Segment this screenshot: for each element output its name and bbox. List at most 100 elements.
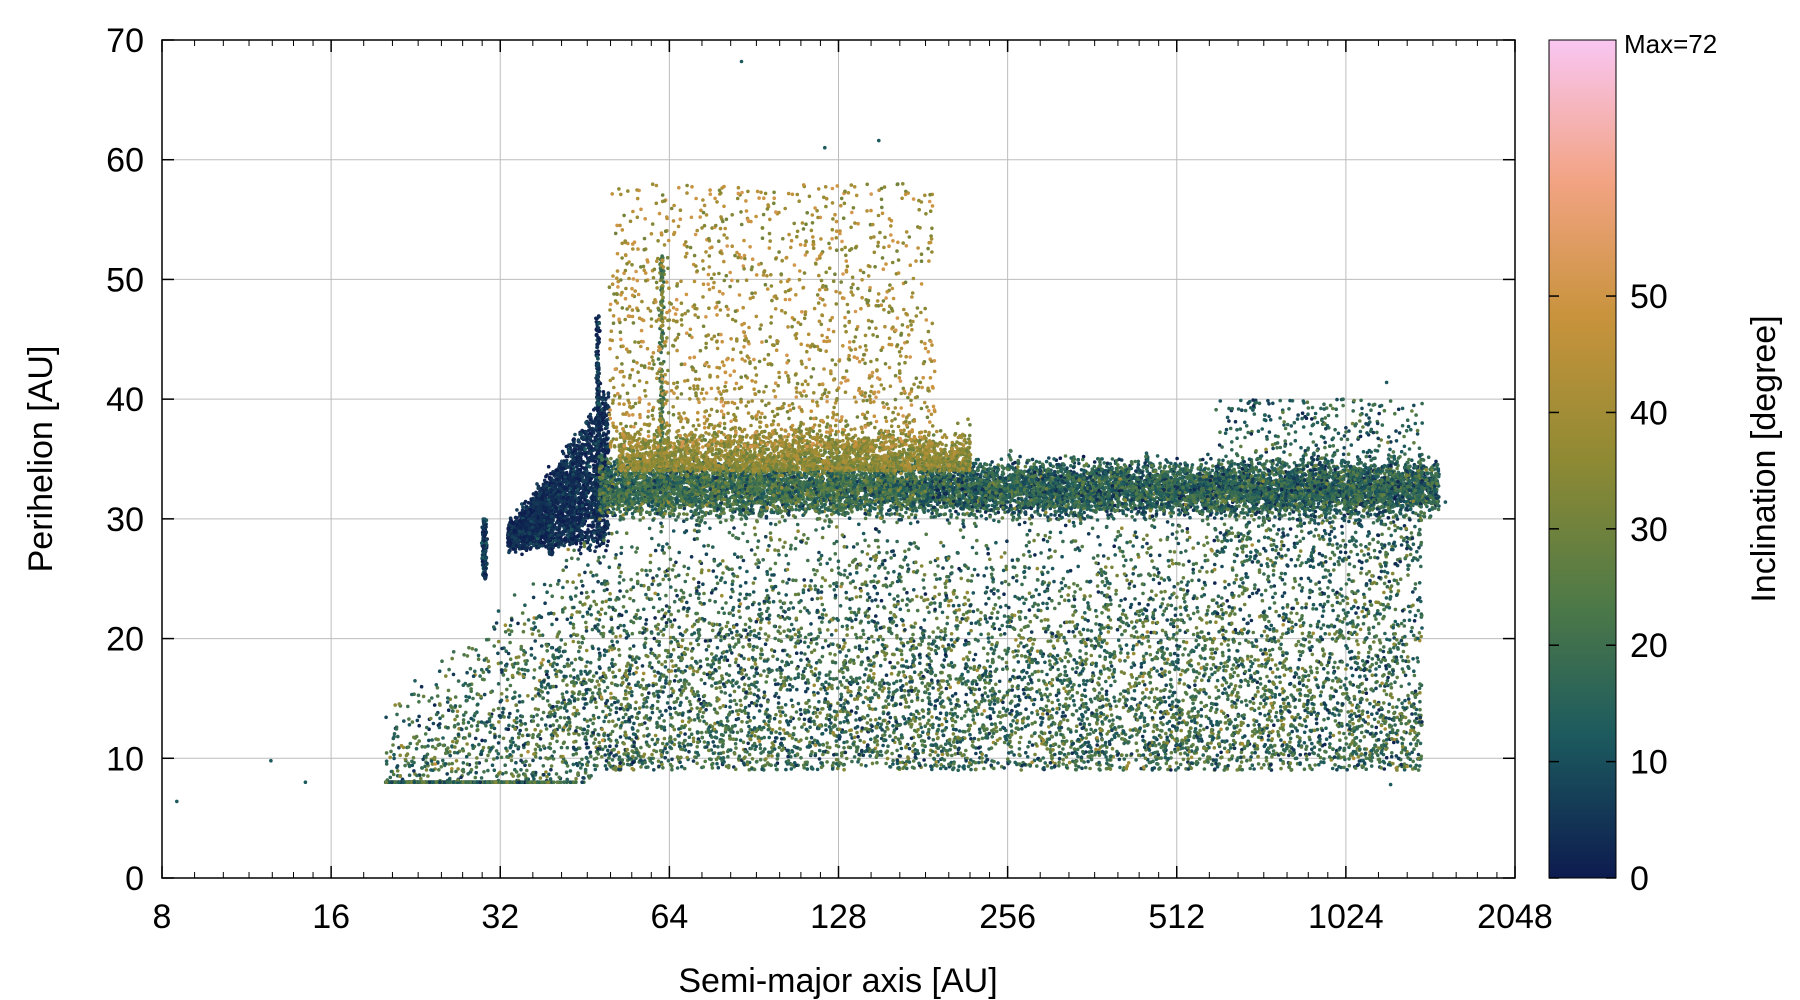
data-point: [584, 454, 588, 458]
data-point: [571, 480, 575, 484]
data-point: [549, 478, 553, 482]
data-point: [658, 341, 662, 345]
data-point: [555, 514, 559, 518]
data-point: [661, 284, 665, 288]
data-point: [565, 466, 569, 470]
data-point: [581, 504, 585, 508]
data-point: [604, 549, 608, 553]
data-point: [515, 531, 519, 535]
data-point: [593, 550, 597, 554]
data-point: [618, 510, 622, 514]
data-point: [660, 314, 664, 318]
data-point: [483, 575, 487, 579]
data-point: [536, 503, 540, 507]
data-point: [559, 483, 563, 487]
data-point: [562, 519, 566, 523]
data-point: [571, 508, 575, 512]
data-point: [1427, 455, 1431, 459]
data-point: [548, 503, 552, 507]
data-point: [578, 461, 582, 465]
data-point: [538, 491, 542, 495]
data-point: [579, 542, 583, 546]
data-point: [544, 475, 548, 479]
data-point: [592, 515, 596, 519]
data-point: [562, 452, 566, 456]
data-point: [583, 507, 587, 511]
data-point: [601, 421, 605, 425]
data-point: [512, 521, 516, 525]
data-point: [599, 445, 603, 449]
data-point: [482, 551, 486, 555]
data-point: [571, 492, 575, 496]
data-point: [550, 515, 554, 519]
data-point: [601, 402, 605, 406]
data-point: [579, 432, 583, 436]
data-point: [1342, 453, 1346, 457]
data-point: [607, 392, 611, 396]
data-point: [576, 528, 580, 532]
data-point: [571, 503, 575, 507]
data-point: [603, 525, 607, 529]
data-point: [571, 496, 575, 500]
data-point: [483, 534, 487, 538]
data-point: [561, 493, 565, 497]
data-point: [794, 508, 798, 512]
data-point: [510, 535, 514, 539]
data-point: [595, 355, 599, 359]
data-point: [1175, 457, 1179, 461]
data-point: [589, 418, 593, 422]
data-point: [572, 525, 576, 529]
data-point: [597, 452, 601, 456]
data-point: [660, 399, 664, 403]
data-point: [509, 524, 513, 528]
data-point: [607, 430, 611, 434]
data-point: [560, 512, 564, 516]
data-point: [596, 399, 600, 403]
data-point: [579, 500, 583, 504]
data-point: [589, 543, 593, 547]
data-point: [542, 536, 546, 540]
data-point: [659, 325, 663, 329]
data-point: [518, 519, 522, 523]
data-point: [555, 469, 559, 473]
data-point: [571, 473, 575, 477]
data-point: [577, 518, 581, 522]
data-point: [587, 443, 591, 447]
data-point: [595, 545, 599, 549]
data-point: [580, 520, 584, 524]
data-point: [606, 404, 610, 408]
data-point: [524, 507, 528, 511]
data-point: [660, 304, 664, 308]
data-point: [593, 469, 597, 473]
data-point: [598, 535, 602, 539]
data-point: [581, 524, 585, 528]
data-point: [567, 451, 571, 455]
data-point: [549, 545, 553, 549]
data-point: [581, 475, 585, 479]
data-point: [535, 482, 539, 486]
data-point: [602, 530, 606, 534]
data-point: [534, 532, 538, 536]
data-point: [515, 508, 519, 512]
data-point: [657, 357, 661, 361]
data-point: [584, 488, 588, 492]
data-point: [548, 538, 552, 542]
data-point: [537, 540, 541, 544]
data-point: [660, 336, 664, 340]
data-point: [597, 315, 601, 319]
data-point: [535, 546, 539, 550]
data-point: [596, 370, 600, 374]
data-point: [524, 547, 528, 551]
data-point: [544, 510, 548, 514]
data-point: [1068, 519, 1072, 523]
data-point: [596, 407, 600, 411]
data-point: [566, 529, 570, 533]
data-point: [563, 487, 567, 491]
data-point: [536, 507, 540, 511]
data-point: [591, 525, 595, 529]
data-point: [556, 501, 560, 505]
data-point: [589, 413, 593, 417]
data-point: [573, 433, 577, 437]
data-point: [597, 337, 601, 341]
data-point: [592, 531, 596, 535]
